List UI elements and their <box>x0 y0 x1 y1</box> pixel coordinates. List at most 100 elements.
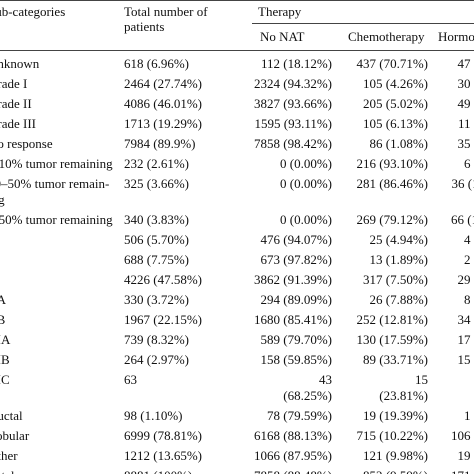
table-row: I4226 (47.58%)3862 (91.39%)317 (7.50%)29… <box>0 272 474 288</box>
therapy-rule <box>252 23 474 24</box>
row-total: 330 (3.72%) <box>124 292 189 307</box>
table-row: IIIC 63 43 15 2 <box>0 372 474 388</box>
table-row: Grade I 2464 (27.74%) 2324 (94.32%) 105 (4.… <box>0 76 474 92</box>
row-label: Grade I <box>0 76 28 91</box>
row-hormone-therapy: 2 <box>436 372 474 388</box>
row-label: Unknown <box>0 56 40 71</box>
row-chemotherapy: 317 (7.50%) <box>363 272 428 287</box>
table-row: (68.25%) (23.81%) (3.17%) <box>0 388 474 404</box>
row-hormone-therapy: 35 (0.44%) <box>457 136 474 151</box>
row-label: ing <box>0 192 5 207</box>
table-row: Other 1212 (13.65%) 1066 (87.95%) 121 (9.98… <box>0 448 474 464</box>
row-label: IIIC <box>0 372 10 387</box>
row-chemotherapy: 105 (4.26%) <box>363 76 428 91</box>
table-row: < 10% tumor remaining 232 (2.61%) 0 (0.00%… <box>0 156 474 172</box>
row-hormone-therapy: 17 (2.30%) <box>457 332 474 347</box>
row-no-nat: 0 (0.00%) <box>280 156 332 171</box>
row-hormone-therapy: 8 (2.42%) <box>464 292 474 307</box>
row-chemotherapy: 15 <box>415 372 428 387</box>
row-hormone-therapy: 11 (0.64%) <box>457 116 474 131</box>
row-total: 98 (1.10%) <box>124 408 183 423</box>
row-hormone-therapy: 66 (19.41%) <box>451 212 474 227</box>
table-row: 0688 (7.75%)673 (97.82%)13 (1.89%)2 (0.2… <box>0 252 474 268</box>
row-label: > 50% tumor remaining <box>0 212 113 227</box>
header-total-line1: Total number of <box>124 4 208 19</box>
row-total: 1713 (19.29%) <box>124 116 202 131</box>
row-chemotherapy: 205 (5.02%) <box>363 96 428 111</box>
row-total: 340 (3.83%) <box>124 212 189 227</box>
row-no-nat: 158 (59.85%) <box>260 352 333 367</box>
row-hormone-therapy: 15 (5.68%) <box>457 352 474 367</box>
row-total: 1212 (13.65%) <box>124 448 202 463</box>
row-total: 506 (5.70%) <box>124 232 189 247</box>
row-chemotherapy: 19 (19.39%) <box>363 408 428 423</box>
row-label: Grade III <box>0 116 36 131</box>
row-label: Total <box>0 468 15 474</box>
row-no-nat: 294 (89.09%) <box>260 292 333 307</box>
row-label: Lobular <box>0 428 30 443</box>
row-label: < 10% tumor remaining <box>0 156 113 171</box>
row-total: 688 (7.75%) <box>124 252 189 267</box>
row-hormone-therapy: 171 (1.93%) <box>436 468 474 474</box>
row-total: 63 <box>124 372 137 387</box>
row-no-nat: 0 (0.00%) <box>280 212 332 227</box>
table-row: 10–50% tumor remain- 325 (3.66%) 0 (0.00%)… <box>0 176 474 192</box>
table-row: Total 8881 (100%) 7858 (88.48%) 852 (9.59%)… <box>0 468 474 474</box>
header-rule <box>0 50 474 51</box>
row-no-nat: 2324 (94.32%) <box>254 76 332 91</box>
table-row: Unknown 618 (6.96%) 112 (18.12%) 437 (70.71… <box>0 56 474 72</box>
row-chemotherapy: 105 (6.13%) <box>363 116 428 131</box>
row-total: 8881 (100%) <box>124 468 192 474</box>
row-total: 618 (6.96%) <box>124 56 189 71</box>
row-no-nat: 112 (18.12%) <box>260 56 332 71</box>
header-chemotherapy: Chemotherapy <box>348 29 425 44</box>
row-chemotherapy: 852 (9.59%) <box>348 468 428 474</box>
row-no-nat: 673 (97.82%) <box>260 252 333 267</box>
table-row: IIIB 264 (2.97%) 158 (59.85%) 89 (33.71%) 15… <box>0 352 474 368</box>
row-total: 232 (2.61%) <box>124 156 189 171</box>
row-chemotherapy: 25 (4.94%) <box>369 232 429 247</box>
row-chemotherapy: 121 (9.98%) <box>363 448 428 463</box>
row-hormone-therapy: 1 (1.02%) <box>464 408 474 423</box>
row-no-nat: (68.25%) <box>283 388 332 403</box>
header-therapy: Therapy <box>258 4 302 19</box>
table-row: Grade II 4086 (46.01%) 3827 (93.66%) 205 (5… <box>0 96 474 112</box>
row-no-nat: 78 (79.59%) <box>267 408 332 423</box>
row-hormone-therapy: 29 (0.69%) <box>457 272 474 287</box>
row-no-nat: 476 (94.07%) <box>260 232 333 247</box>
row-chemotherapy: 89 (33.71%) <box>363 352 428 367</box>
row-hormone-therapy: 30 (1.22%) <box>457 76 474 91</box>
row-label: IIA <box>0 292 7 307</box>
table-row: Grade III 1713 (19.29%) 1595 (93.11%) 105 (… <box>0 116 474 132</box>
row-hormone-therapy: 34 (1.73%) <box>457 312 474 327</box>
row-no-nat: 3827 (93.66%) <box>254 96 332 111</box>
row-label: IIIA <box>0 332 11 347</box>
row-no-nat: 6168 (88.13%) <box>254 428 332 443</box>
row-hormone-therapy: 6 (2.59%) <box>464 156 474 171</box>
row-no-nat: 1680 (85.41%) <box>254 312 332 327</box>
table-row: Lobular 6999 (78.81%) 6168 (88.13%) 715 (10… <box>0 428 474 444</box>
row-total: 7984 (89.9%) <box>124 136 196 151</box>
row-chemotherapy: 86 (1.08%) <box>369 136 429 151</box>
row-hormone-therapy: 19 (1.57%) <box>457 448 474 463</box>
row-hormone-therapy: (3.17%) <box>436 388 474 404</box>
table-row: > 50% tumor remaining 340 (3.83%) 0 (0.00%… <box>0 212 474 228</box>
table-row: ing <box>0 192 474 208</box>
row-no-nat: 1066 (87.95%) <box>254 448 332 463</box>
row-label: Ductal <box>0 408 23 423</box>
row-chemotherapy: 269 (79.12%) <box>356 212 429 227</box>
row-chemotherapy: 437 (70.71%) <box>356 56 429 71</box>
row-label: Grade II <box>0 96 32 111</box>
header-hormone-therapy: Hormone therapy <box>438 29 474 44</box>
row-chemotherapy: 281 (86.46%) <box>356 176 429 191</box>
row-total: 4086 (46.01%) <box>124 96 202 111</box>
table-row: Ductal 98 (1.10%) 78 (79.59%) 19 (19.39%) 1 … <box>0 408 474 424</box>
row-no-nat: 3862 (91.39%) <box>254 272 332 287</box>
row-no-nat: 589 (79.70%) <box>260 332 333 347</box>
row-no-nat: 7858 (98.42%) <box>254 136 332 151</box>
row-chemotherapy: (23.81%) <box>379 388 428 403</box>
row-chemotherapy: 715 (10.22%) <box>356 428 429 443</box>
row-hormone-therapy: 4 (0.79%) <box>464 232 474 247</box>
row-chemotherapy: 26 (7.88%) <box>369 292 429 307</box>
row-no-nat: 0 (0.00%) <box>280 176 332 191</box>
